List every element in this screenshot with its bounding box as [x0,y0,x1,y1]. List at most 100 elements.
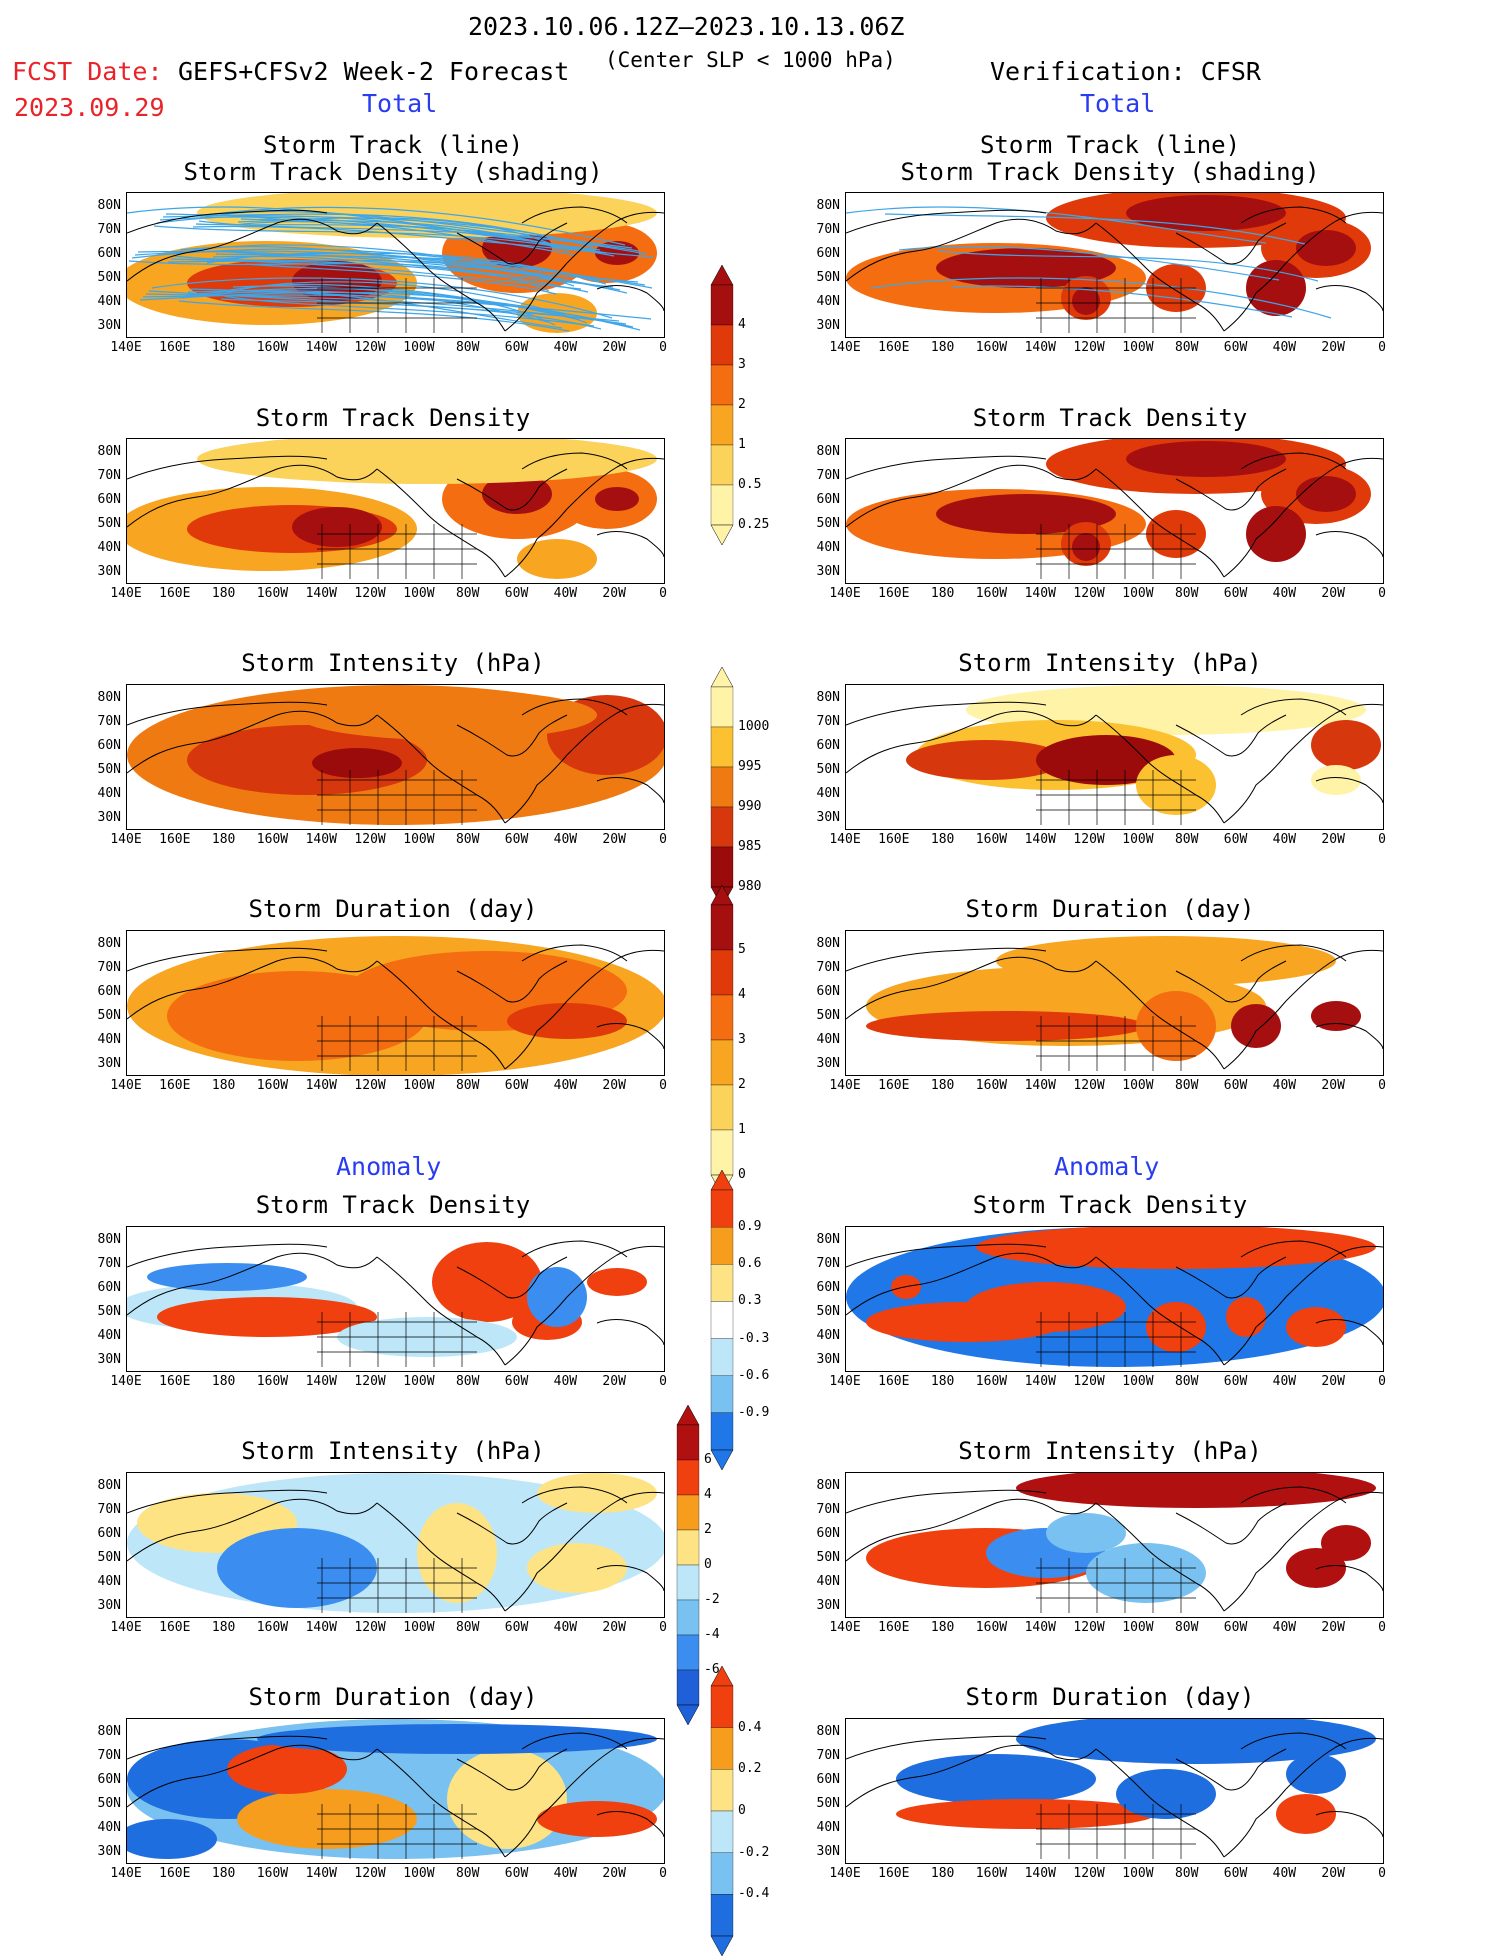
storm-track [151,277,613,319]
state-borders [1036,1312,1196,1367]
lat-tick-label: 50N [97,270,121,285]
coastlines [846,944,1383,1070]
lon-tick-label: 80W [1174,832,1199,847]
colorbar-swatch [710,1894,734,1937]
shading-region [1126,441,1286,477]
lon-tick-label: 100W [1122,1866,1154,1881]
lat-tick-label: 30N [816,1352,840,1367]
lat-tick-label: 80N [816,1478,840,1493]
colorbar-swatch [676,1459,700,1496]
lon-tick-label: 100W [403,832,435,847]
lon-tick-label: 100W [1122,586,1154,601]
colorbar-label: 0.2 [738,1761,762,1777]
storm-track [156,215,608,254]
lat-tick-label: 30N [816,1844,840,1859]
lon-tick-label: 0 [659,1620,667,1635]
lon-tick-label: 0 [1378,1866,1386,1881]
lat-tick-label: 60N [97,1280,121,1295]
lon-tick-label: 160E [159,586,191,601]
lon-tick-label: 160W [256,1866,289,1881]
shading-region [1311,1001,1361,1031]
lat-tick-label: 50N [97,1008,121,1023]
map-intensity-anom-right [845,1472,1384,1618]
lon-tick-label: 140W [1024,1078,1056,1093]
title-intensity-anom-right: Storm Intensity (hPa) [958,1437,1262,1465]
lat-tick-label: 60N [816,492,840,507]
lon-tick-label: 160W [975,340,1008,355]
lat-tick-label: 30N [97,318,121,333]
lon-tick-label: 120W [354,1866,386,1881]
valid-period: 2023.10.06.12Z—2023.10.13.06Z [468,12,905,41]
lon-tick-label: 80W [1174,1374,1199,1389]
lat-tick-label: 70N [97,960,121,975]
lat-tick-label: 30N [97,1056,121,1071]
shading-region [906,740,1066,780]
shading-region [587,1268,647,1296]
lon-tick-label: 140W [1024,1374,1056,1389]
lat-tick-label: 50N [97,1796,121,1811]
lat-tick-label: 40N [97,540,121,555]
shading-region [1016,1473,1376,1508]
lon-tick-label: 20W [1321,1620,1345,1635]
lat-tick-label: 40N [97,786,121,801]
lon-tick-label: 160W [975,832,1008,847]
shading-region [217,1528,377,1608]
shading-region [866,1011,1146,1041]
coastlines [127,452,664,578]
lat-tick-label: 80N [816,936,840,951]
lat-tick-label: 70N [816,222,840,237]
lon-tick-label: 140W [1024,340,1056,355]
lon-tick-label: 0 [659,1078,667,1093]
lat-tick-label: 40N [97,1032,121,1047]
colorbar-swatch [710,1039,734,1086]
lat-tick-label: 30N [97,564,121,579]
lon-tick-label: 100W [403,1374,435,1389]
lat-tick-label: 70N [97,1748,121,1763]
colorbar-swatch [676,1494,700,1531]
state-borders [317,770,477,825]
lon-tick-label: 20W [602,340,626,355]
storm-track [937,250,1319,282]
coastlines [127,1240,664,1366]
colorbar-duration-anom: 0.4 0.2 0 -0.2 -0.4 [710,1665,769,1960]
lon-tick-label: 60W [504,340,529,355]
colorbar-label: 0.5 [738,477,762,492]
colorbar-label: 4 [738,987,746,1002]
colorbar-swatch [710,1685,734,1728]
lon-tick-label: 140W [305,340,337,355]
lon-tick-label: 160W [975,586,1008,601]
lon-tick-label: 60W [504,1078,529,1093]
lat-tick-label: 70N [816,1748,840,1763]
lat-tick-label: 40N [816,1574,840,1589]
coastlines [846,452,1383,578]
lon-tick-label: 140W [1024,1866,1056,1881]
fcst-date: 2023.09.29 [14,93,165,122]
colorbar-swatch [710,1264,734,1302]
lon-tick-label: 80W [1174,586,1199,601]
title-density-left: Storm Track Density [255,404,531,432]
lon-tick-label: 160W [975,1374,1008,1389]
state-borders [1036,770,1196,825]
colorbar-label: 1000 [738,719,770,734]
colorbar-label: 2 [704,1522,712,1537]
colorbar-label: 0.3 [738,1293,762,1309]
lon-tick-label: 80W [1174,1866,1199,1881]
lon-tick-label: 60W [1223,1374,1248,1389]
storm-track [167,260,589,293]
colorbar-density-anom: 0.9 0.6 0.3 -0.3 -0.6 -0.9 [710,1169,769,1474]
lat-tick-label: 80N [97,690,121,705]
map-density-total-right [845,438,1384,584]
shading-region [292,507,382,547]
lat-tick-label: 60N [97,492,121,507]
lon-tick-label: 80W [455,1620,480,1635]
coastlines [127,944,664,1070]
lon-tick-label: 100W [1122,832,1154,847]
lon-tick-label: 140E [110,832,142,847]
lat-tick-label: 50N [816,270,840,285]
storm-track [846,206,1267,244]
lon-tick-label: 80W [455,1374,480,1389]
storm-track [139,291,641,331]
state-borders [317,278,477,333]
map-density-total-right-canvas [846,439,1383,579]
storm-track [192,225,654,258]
